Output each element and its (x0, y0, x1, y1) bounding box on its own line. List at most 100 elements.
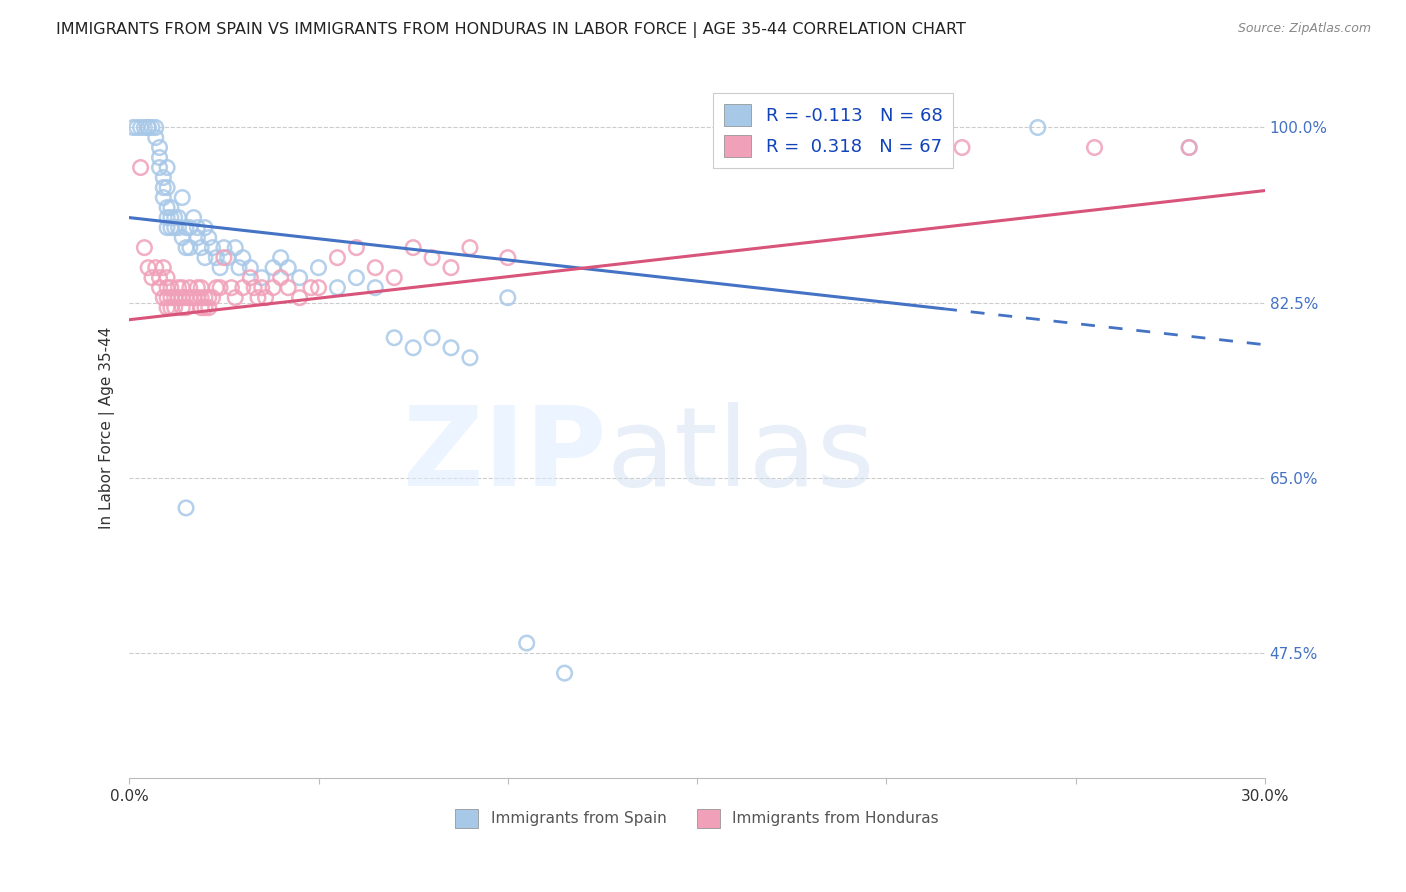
Point (129, 120, 152, 135)
Point (364, 260, 387, 275)
Point (156, 161, 179, 175)
Point (163, 220, 186, 235)
Point (186, 220, 208, 235)
Point (402, 341, 425, 355)
Point (197, 291, 219, 305)
Point (160, 211, 183, 225)
Point (167, 291, 190, 305)
Point (148, 151, 170, 165)
Point (156, 291, 179, 305)
Point (239, 260, 262, 275)
Y-axis label: In Labor Force | Age 35-44: In Labor Force | Age 35-44 (100, 326, 115, 529)
Point (129, 161, 152, 175)
Point (197, 301, 219, 315)
Point (172, 190, 194, 204)
Point (1178, 140, 1201, 154)
Point (212, 251, 235, 265)
Point (458, 241, 481, 255)
Point (209, 281, 232, 295)
Point (364, 281, 387, 295)
Point (174, 500, 197, 515)
Point (246, 291, 269, 305)
Point (160, 281, 183, 295)
Point (1026, 120, 1049, 135)
Point (152, 190, 174, 204)
Point (174, 241, 197, 255)
Point (183, 291, 205, 305)
Point (420, 251, 443, 265)
Point (152, 291, 174, 305)
Point (209, 260, 232, 275)
Point (174, 291, 197, 305)
Point (212, 241, 235, 255)
Point (420, 331, 443, 345)
Point (163, 301, 186, 315)
Point (136, 120, 159, 135)
Point (172, 301, 194, 315)
Point (308, 281, 330, 295)
Point (277, 260, 299, 275)
Point (125, 120, 148, 135)
Point (205, 251, 228, 265)
Point (190, 281, 212, 295)
Point (262, 281, 284, 295)
Text: ZIP: ZIP (404, 402, 606, 509)
Point (174, 220, 197, 235)
Point (194, 220, 217, 235)
Point (152, 180, 174, 194)
Point (141, 120, 163, 135)
Point (382, 270, 405, 285)
Point (270, 270, 292, 285)
Point (156, 220, 179, 235)
Point (141, 270, 163, 285)
Text: atlas: atlas (606, 402, 875, 509)
Point (221, 281, 243, 295)
Point (516, 636, 538, 650)
Point (1178, 140, 1201, 154)
Point (136, 120, 159, 135)
Point (148, 161, 170, 175)
Point (156, 281, 179, 295)
Point (179, 241, 201, 255)
Point (288, 291, 311, 305)
Point (277, 281, 299, 295)
Point (186, 230, 208, 244)
Point (174, 301, 197, 315)
Point (458, 351, 481, 365)
Point (190, 291, 212, 305)
Point (205, 281, 228, 295)
Point (344, 241, 367, 255)
Point (179, 281, 201, 295)
Legend: Immigrants from Spain, Immigrants from Honduras: Immigrants from Spain, Immigrants from H… (450, 803, 945, 834)
Point (224, 291, 246, 305)
Point (299, 281, 322, 295)
Point (197, 230, 219, 244)
Point (186, 291, 208, 305)
Point (172, 281, 194, 295)
Point (239, 270, 262, 285)
Point (250, 281, 273, 295)
Point (344, 270, 367, 285)
Point (1083, 140, 1105, 154)
Point (163, 211, 186, 225)
Point (262, 260, 284, 275)
Point (148, 281, 170, 295)
Point (402, 241, 425, 255)
Point (167, 211, 190, 225)
Point (190, 241, 212, 255)
Point (232, 281, 254, 295)
Point (950, 140, 973, 154)
Point (134, 241, 156, 255)
Point (179, 291, 201, 305)
Point (148, 270, 170, 285)
Text: IMMIGRANTS FROM SPAIN VS IMMIGRANTS FROM HONDURAS IN LABOR FORCE | AGE 35-44 COR: IMMIGRANTS FROM SPAIN VS IMMIGRANTS FROM… (56, 22, 966, 38)
Point (224, 241, 246, 255)
Point (496, 251, 519, 265)
Point (250, 270, 273, 285)
Point (156, 270, 179, 285)
Point (148, 140, 170, 154)
Point (167, 281, 190, 295)
Point (194, 291, 217, 305)
Point (217, 251, 239, 265)
Point (156, 301, 179, 315)
